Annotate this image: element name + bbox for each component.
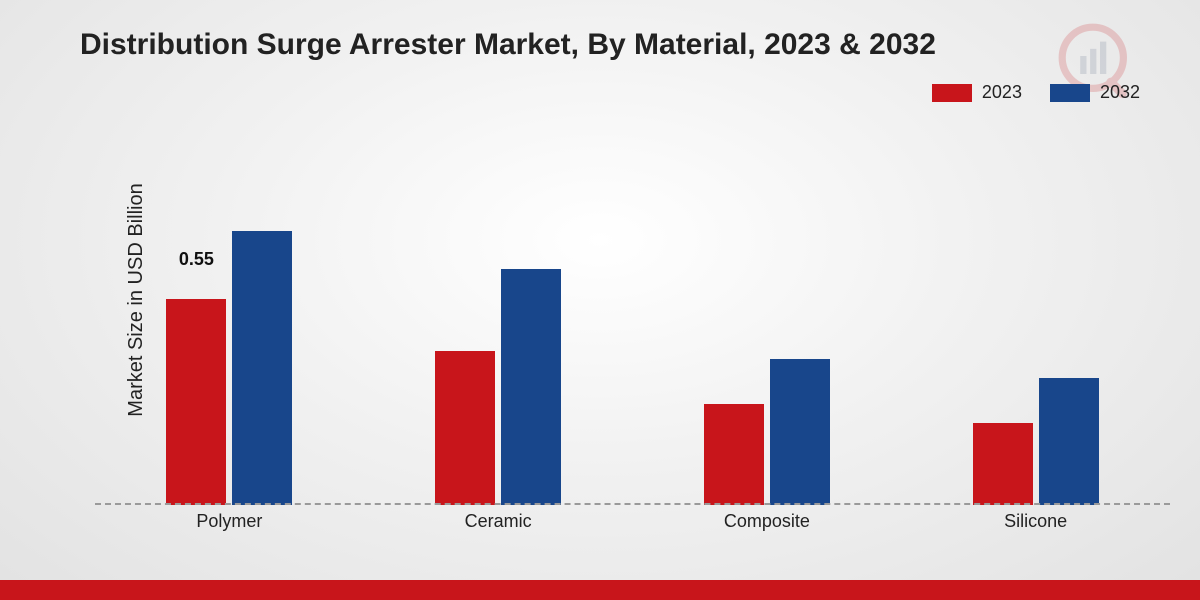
bar-label-polymer-2023: 0.55 xyxy=(179,249,214,274)
chart-title: Distribution Surge Arrester Market, By M… xyxy=(80,28,936,62)
legend-item-2032: 2032 xyxy=(1050,82,1140,103)
bar-silicone-2032 xyxy=(1039,378,1099,506)
group-composite xyxy=(633,130,902,505)
footer-accent-bar xyxy=(0,580,1200,600)
legend-item-2023: 2023 xyxy=(932,82,1022,103)
x-label-polymer: Polymer xyxy=(95,505,364,535)
group-polymer: 0.55 xyxy=(95,130,364,505)
bar-groups: 0.55 xyxy=(95,130,1170,505)
group-silicone xyxy=(901,130,1170,505)
x-label-silicone: Silicone xyxy=(901,505,1170,535)
legend-label-2023: 2023 xyxy=(982,82,1022,103)
bar-ceramic-2023 xyxy=(435,351,495,505)
bar-polymer-2023 xyxy=(166,299,226,505)
legend-label-2032: 2032 xyxy=(1100,82,1140,103)
chart-page: Distribution Surge Arrester Market, By M… xyxy=(0,0,1200,600)
group-ceramic xyxy=(364,130,633,505)
plot-area: 0.55 Polymer Ceramic Composite Silicone xyxy=(95,130,1170,535)
x-axis-labels: Polymer Ceramic Composite Silicone xyxy=(95,505,1170,535)
bar-composite-2023 xyxy=(704,404,764,505)
x-label-composite: Composite xyxy=(633,505,902,535)
bar-polymer-2032 xyxy=(232,231,292,505)
legend-swatch-2023 xyxy=(932,84,972,102)
bar-composite-2032 xyxy=(770,359,830,505)
x-label-ceramic: Ceramic xyxy=(364,505,633,535)
bar-silicone-2023 xyxy=(973,423,1033,506)
legend: 2023 2032 xyxy=(932,82,1140,103)
legend-swatch-2032 xyxy=(1050,84,1090,102)
bar-ceramic-2032 xyxy=(501,269,561,505)
